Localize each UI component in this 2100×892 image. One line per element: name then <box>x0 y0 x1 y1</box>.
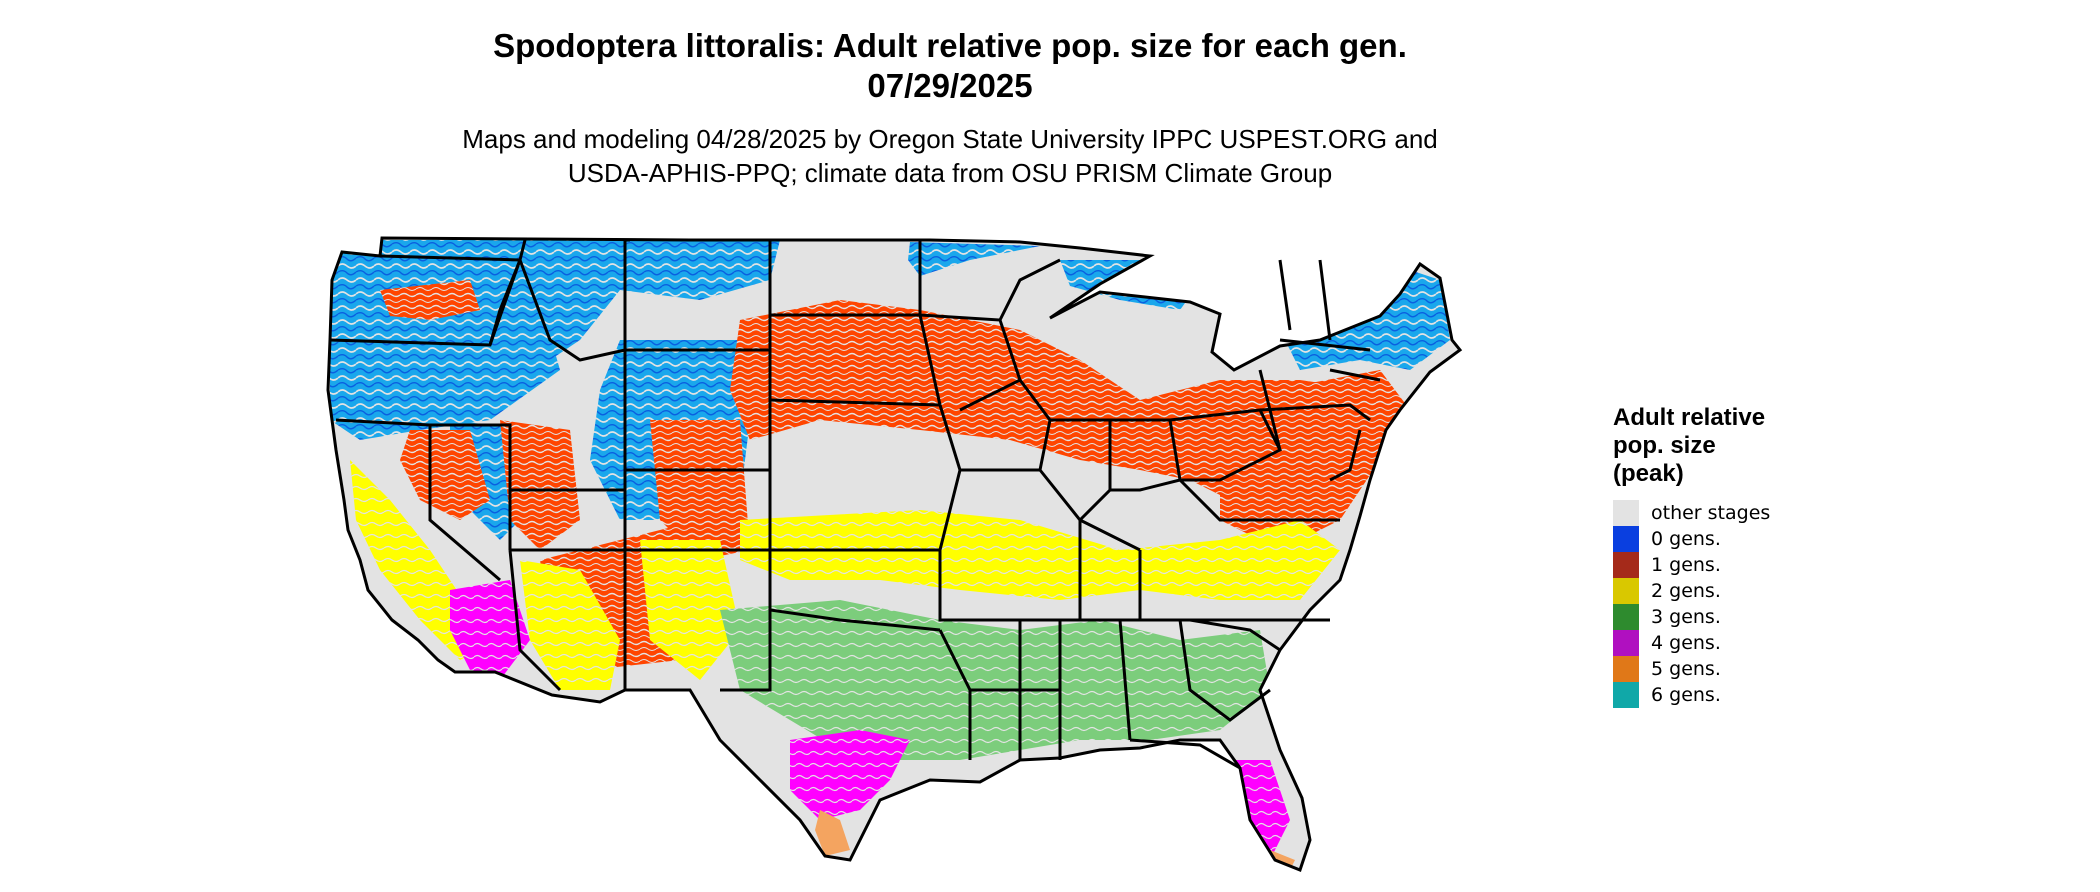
legend-label: 2 gens. <box>1651 580 1721 602</box>
legend-label: 4 gens. <box>1651 632 1721 654</box>
title-line-1: Spodoptera littoralis: Adult relative po… <box>493 27 1407 64</box>
legend-swatch <box>1613 682 1639 708</box>
legend-items: other stages 0 gens. 1 gens. 2 gens. 3 g… <box>1613 500 1770 708</box>
legend-title: Adult relative pop. size (peak) <box>1613 404 1770 488</box>
title-line-2: 07/29/2025 <box>867 67 1033 104</box>
zone-4-gens-arizona <box>450 580 530 680</box>
legend-item-2-gens: 2 gens. <box>1613 578 1770 604</box>
legend-item-3-gens: 3 gens. <box>1613 604 1770 630</box>
legend-swatch <box>1613 526 1639 552</box>
legend-label: other stages <box>1651 502 1771 524</box>
zone-1-gens-mid-atlantic <box>1220 370 1410 550</box>
zone-1-gens-oregon <box>380 280 480 320</box>
zone-0-gens-north-dakota <box>908 242 1040 276</box>
zone-4-gens-south-texas <box>790 730 910 820</box>
map-subtitle: Maps and modeling 04/28/2025 by Oregon S… <box>0 122 1900 190</box>
legend-title-line-3: (peak) <box>1613 460 1684 487</box>
zone-2-gens-central-belt <box>740 510 1340 600</box>
legend-swatch <box>1613 604 1639 630</box>
legend-swatch <box>1613 630 1639 656</box>
legend-swatch <box>1613 500 1639 526</box>
map-title: Spodoptera littoralis: Adult relative po… <box>0 26 1900 106</box>
legend-item-1-gens: 1 gens. <box>1613 552 1770 578</box>
us-pest-map <box>326 236 1462 872</box>
zone-2-gens-arizona-newmexico <box>520 560 620 690</box>
legend-label: 1 gens. <box>1651 554 1721 576</box>
zone-1-gens-colorado-east <box>650 420 750 560</box>
legend-label: 5 gens. <box>1651 658 1721 680</box>
legend-label: 3 gens. <box>1651 606 1721 628</box>
zone-2-gens-texas-panhandle <box>640 540 740 680</box>
legend: Adult relative pop. size (peak) other st… <box>1613 404 1770 708</box>
legend-label: 6 gens. <box>1651 684 1721 706</box>
state-borders <box>326 236 1462 872</box>
legend-label: 0 gens. <box>1651 528 1721 550</box>
legend-item-4-gens: 4 gens. <box>1613 630 1770 656</box>
zone-5-gens-texas-coast <box>815 810 850 856</box>
generation-zones <box>330 240 1450 870</box>
legend-title-line-1: Adult relative <box>1613 404 1766 431</box>
subtitle-line-2: USDA-APHIS-PPQ; climate data from OSU PR… <box>567 158 1333 188</box>
legend-item-0-gens: 0 gens. <box>1613 526 1770 552</box>
legend-swatch <box>1613 656 1639 682</box>
legend-swatch <box>1613 552 1639 578</box>
zone-1-gens-utah <box>500 420 580 550</box>
legend-title-line-2: pop. size <box>1613 432 1716 459</box>
legend-item-5-gens: 5 gens. <box>1613 656 1770 682</box>
legend-swatch <box>1613 578 1639 604</box>
legend-item-other-stages: other stages <box>1613 500 1770 526</box>
subtitle-line-1: Maps and modeling 04/28/2025 by Oregon S… <box>462 124 1438 154</box>
zone-1-gens-great-basin <box>400 430 490 520</box>
legend-item-6-gens: 6 gens. <box>1613 682 1770 708</box>
zone-0-gens-new-england <box>1280 270 1450 370</box>
zone-0-gens-idaho-montana <box>520 240 780 360</box>
zone-3-gens-south <box>720 600 1270 760</box>
zone-1-gens-great-plains <box>730 300 1380 520</box>
